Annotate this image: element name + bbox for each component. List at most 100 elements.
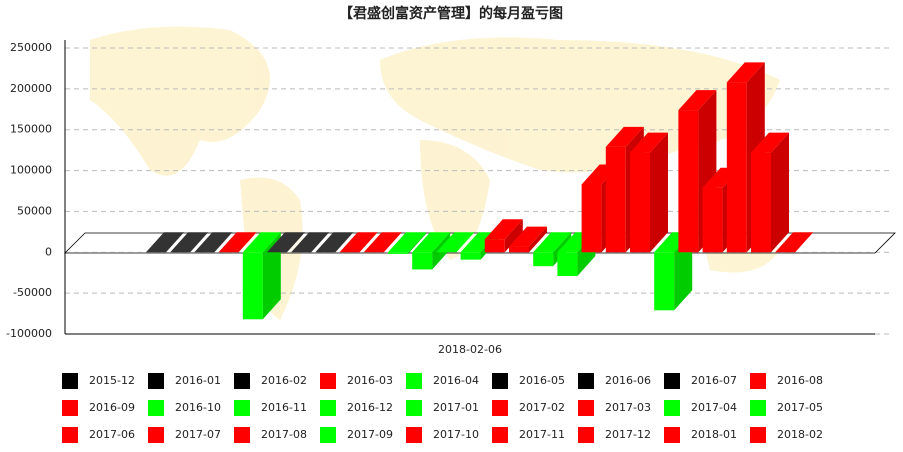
bar-top [218, 232, 257, 253]
bar-top [339, 232, 378, 253]
bar-top [315, 232, 354, 253]
bar-front [630, 152, 650, 253]
bar-top [484, 219, 523, 240]
bar [436, 232, 475, 253]
legend-swatch [492, 427, 508, 443]
legend-swatch [62, 400, 78, 416]
legend-label: 2016-08 [777, 374, 823, 387]
legend-label: 2017-05 [777, 401, 823, 414]
bar-front [581, 184, 602, 253]
legend-swatch [492, 400, 508, 416]
y-tick-label: -50000 [13, 286, 52, 299]
legend-label: 2016-01 [175, 374, 221, 387]
legend-label: 2018-02 [777, 428, 823, 441]
bar-side [262, 232, 281, 320]
legend-label: 2017-07 [175, 428, 221, 441]
bar [218, 232, 257, 253]
bar-top [436, 232, 475, 253]
bar [146, 232, 184, 253]
bar-top [605, 126, 644, 147]
bar-front [557, 252, 578, 276]
legend-swatch [750, 373, 766, 389]
bar [242, 232, 281, 320]
bar [630, 132, 668, 253]
legend-swatch [750, 400, 766, 416]
bar [291, 232, 330, 253]
bar-front [460, 252, 481, 260]
bar-front [654, 252, 675, 311]
bar-front [509, 246, 529, 253]
legend-swatch [320, 373, 336, 389]
legend-label: 2015-12 [89, 374, 135, 387]
bar-front [702, 187, 723, 253]
legend-label: 2017-03 [605, 401, 651, 414]
bar-top [291, 232, 330, 253]
bar-top [751, 132, 789, 153]
bar-top [388, 232, 426, 253]
x-axis-label: 2018-02-06 [438, 343, 502, 356]
legend-label: 2017-10 [433, 428, 479, 441]
bar-front [533, 252, 554, 267]
bar [267, 232, 305, 253]
bar [363, 232, 402, 253]
y-tick-label: 150000 [10, 123, 52, 136]
bar [315, 232, 354, 253]
legend-swatch [406, 400, 422, 416]
bar-top [242, 232, 281, 253]
y-tick-label: 0 [45, 245, 52, 258]
bar [194, 232, 233, 253]
legend-swatch [62, 373, 78, 389]
bar-top [170, 232, 209, 253]
legend-swatch [320, 427, 336, 443]
y-tick-label: 250000 [10, 41, 52, 54]
legend-swatch [492, 373, 508, 389]
bar-front [412, 252, 433, 270]
legend-swatch [148, 373, 164, 389]
legend-swatch [234, 400, 250, 416]
legend-label: 2017-01 [433, 401, 479, 414]
legend-swatch [234, 373, 250, 389]
bar-side [771, 132, 789, 253]
legend-label: 2016-06 [605, 374, 651, 387]
legend-label: 2016-02 [261, 374, 307, 387]
bar-top [726, 62, 765, 83]
bar-top [678, 90, 717, 111]
legend-label: 2016-04 [433, 374, 479, 387]
y-tick-label: 200000 [10, 82, 52, 95]
bar-side [504, 219, 523, 253]
legend-label: 2016-10 [175, 401, 221, 414]
legend-label: 2016-05 [519, 374, 565, 387]
legend-label: 2016-11 [261, 401, 307, 414]
bar [775, 232, 814, 253]
bar-top [775, 232, 814, 253]
bar-side [650, 132, 668, 253]
bar-side [529, 226, 547, 253]
legend-swatch [234, 427, 250, 443]
bar-top [509, 226, 547, 247]
bar [170, 232, 209, 253]
bar [751, 132, 789, 253]
y-tick-label: -100000 [6, 327, 52, 340]
legend-label: 2016-03 [347, 374, 393, 387]
bar-top [363, 232, 402, 253]
legend-swatch [578, 427, 594, 443]
bar-front [726, 82, 747, 253]
bar-top [146, 232, 184, 253]
legend-swatch [578, 373, 594, 389]
legend-label: 2017-12 [605, 428, 651, 441]
legend-swatch [62, 427, 78, 443]
legend-swatch [664, 373, 680, 389]
bar [484, 219, 523, 253]
legend-label: 2017-08 [261, 428, 307, 441]
legend-label: 2017-11 [519, 428, 565, 441]
legend-swatch [320, 400, 336, 416]
legend-label: 2017-06 [89, 428, 135, 441]
bar-front [484, 239, 505, 253]
legend-swatch [148, 400, 164, 416]
legend-label: 2017-09 [347, 428, 393, 441]
legend-swatch [406, 373, 422, 389]
legend-swatch [406, 427, 422, 443]
bar-front [751, 152, 771, 253]
legend-label: 2016-12 [347, 401, 393, 414]
